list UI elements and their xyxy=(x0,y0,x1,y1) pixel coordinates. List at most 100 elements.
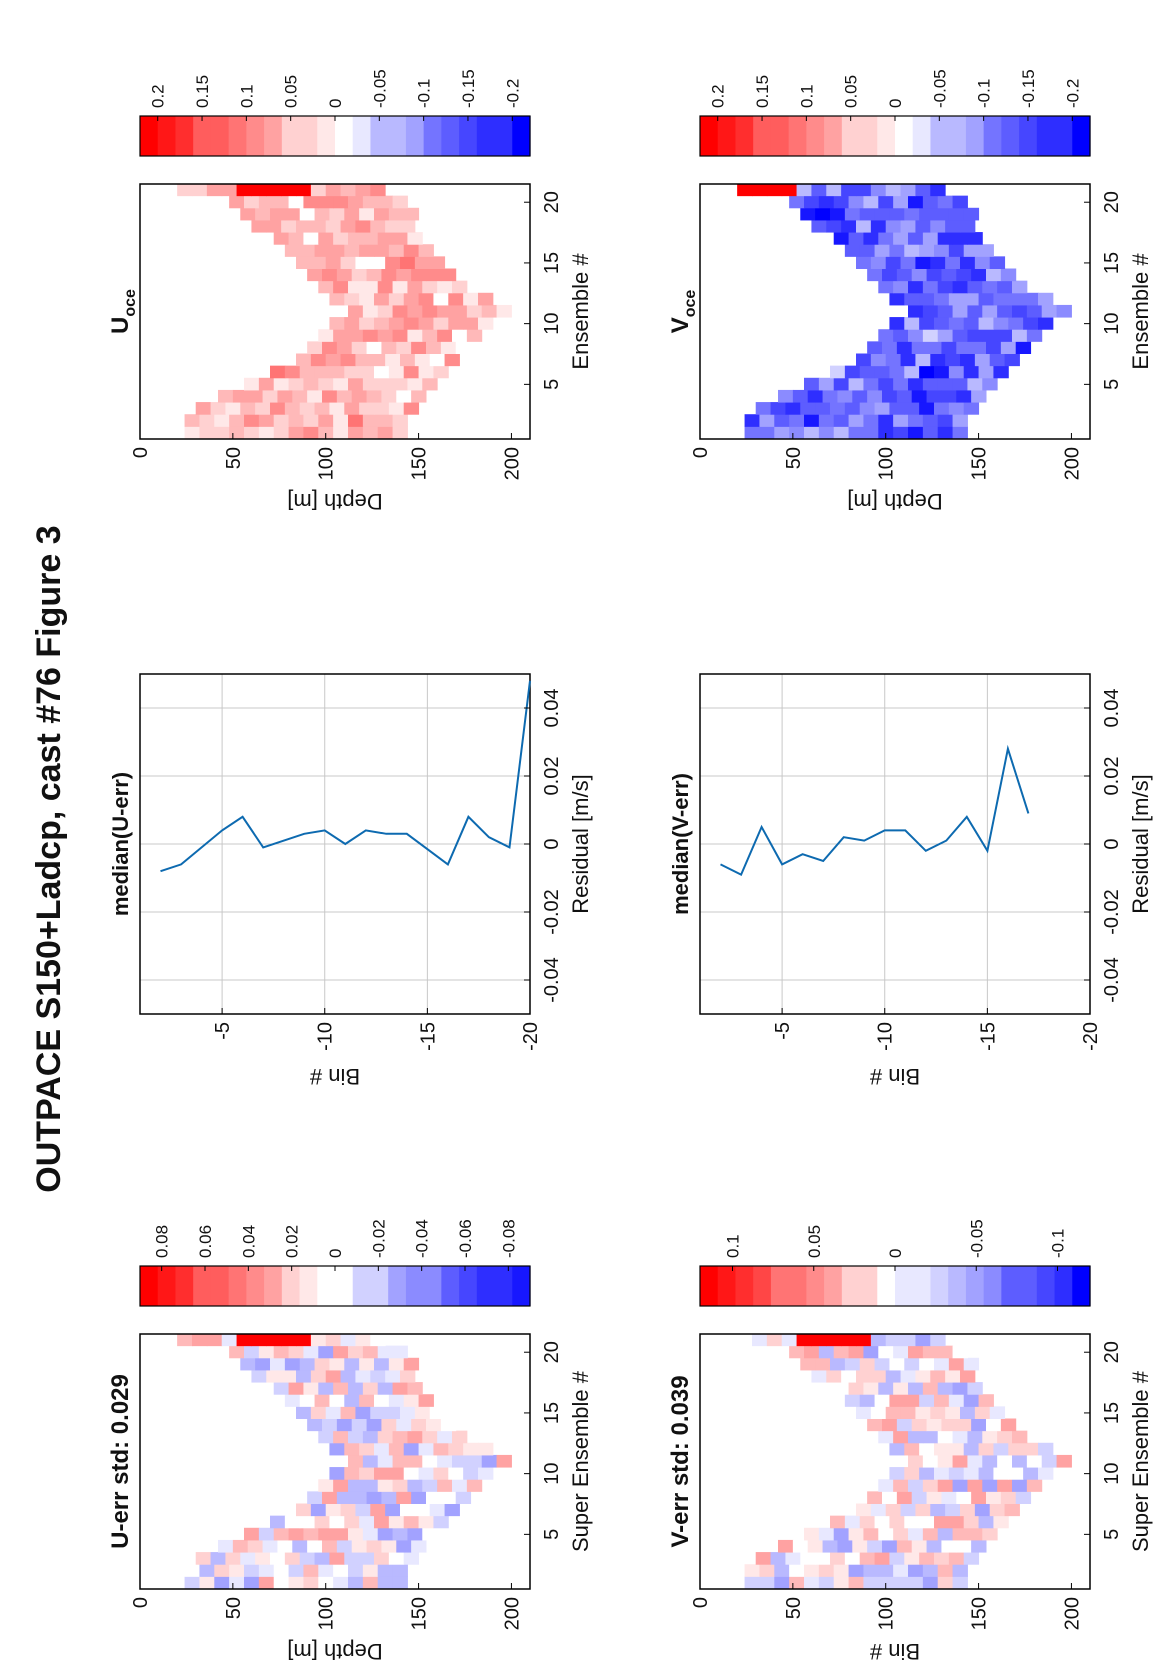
x-tick-label: 5 xyxy=(1101,1529,1123,1540)
heatmap-cell xyxy=(355,256,371,269)
heatmap-cell xyxy=(922,280,939,294)
colorbar-step xyxy=(388,116,407,156)
heatmap-cell xyxy=(303,232,319,245)
heatmap-cell xyxy=(433,317,449,330)
heatmap-cell xyxy=(1023,292,1039,306)
heatmap-cell xyxy=(281,1333,297,1347)
colorbar-step xyxy=(983,116,1002,156)
colorbar-step xyxy=(1019,116,1038,156)
heatmap-cell xyxy=(184,414,200,427)
heatmap-cell xyxy=(893,414,909,427)
heatmap-cell xyxy=(403,1515,420,1529)
heatmap-cell xyxy=(904,1394,920,1407)
heatmap-cell xyxy=(340,183,356,197)
colorbar-step xyxy=(877,116,896,156)
heatmap-cell xyxy=(896,1418,913,1432)
heatmap-cell xyxy=(414,353,431,367)
heatmap-cell xyxy=(433,1515,449,1529)
heatmap-cell xyxy=(333,280,349,294)
heatmap-cell xyxy=(296,1406,312,1419)
heatmap-cell xyxy=(967,1430,983,1444)
heatmap-cell xyxy=(407,377,423,391)
heatmap-cell xyxy=(904,1442,920,1456)
heatmap-cell xyxy=(952,1564,968,1577)
heatmap-cell xyxy=(948,292,965,306)
x-tick-label: -0.04 xyxy=(541,957,563,1003)
heatmap-cell xyxy=(422,377,438,391)
heatmap-cell xyxy=(822,1539,838,1553)
heatmap-cell xyxy=(967,377,983,391)
heatmap-cell xyxy=(452,1454,468,1468)
heatmap-cell xyxy=(922,329,939,342)
heatmap-cell xyxy=(329,1552,345,1565)
heatmap-cell xyxy=(403,1552,420,1565)
heatmap-cell xyxy=(403,1357,420,1371)
heatmap-cell xyxy=(974,353,991,367)
heatmap-cell xyxy=(930,1333,946,1347)
heatmap-cell xyxy=(937,426,954,439)
heatmap-cell xyxy=(229,1345,245,1359)
heatmap-cell xyxy=(900,1369,916,1383)
heatmap-cell xyxy=(848,1527,864,1541)
heatmap-cell xyxy=(366,389,382,403)
heatmap-cell xyxy=(774,426,790,439)
heatmap-cell xyxy=(385,1503,401,1517)
heatmap-cell xyxy=(255,207,271,221)
heatmap-cell xyxy=(937,1382,954,1395)
heatmap-cell xyxy=(288,232,304,245)
colorbar-step xyxy=(157,1266,177,1306)
heatmap-cell xyxy=(919,1357,935,1371)
heatmap-cell xyxy=(874,1394,890,1407)
heatmap-cell xyxy=(833,1527,850,1541)
heatmap-cell xyxy=(359,1467,375,1480)
heatmap-cell xyxy=(863,1564,879,1577)
heatmap-cell xyxy=(355,353,371,367)
heatmap-cell xyxy=(281,183,297,197)
x-tick-label: 5 xyxy=(541,379,563,390)
heatmap-cell xyxy=(370,1503,386,1517)
colorbar-tick-label: 0.02 xyxy=(283,1225,302,1258)
colorbar-step xyxy=(335,1266,354,1306)
heatmap-cell xyxy=(374,1357,390,1371)
heatmap-cell xyxy=(366,268,382,282)
heatmap-cell xyxy=(926,341,942,354)
heatmap-cell xyxy=(288,1576,304,1589)
heatmap-cell xyxy=(889,1515,905,1529)
heatmap-cell xyxy=(789,1576,805,1589)
heatmap-cell xyxy=(978,1394,994,1407)
heatmap-cell xyxy=(759,414,775,427)
heatmap-cell xyxy=(403,365,420,379)
heatmap-cell xyxy=(937,329,954,342)
heatmap-cell xyxy=(225,1552,241,1565)
heatmap-cell xyxy=(896,1491,913,1504)
y-tick-label: 100 xyxy=(316,447,338,480)
heatmap-cell xyxy=(381,389,397,403)
heatmap-cell xyxy=(922,1479,939,1492)
heatmap-cell xyxy=(900,1406,916,1419)
heatmap-cell xyxy=(322,1539,338,1553)
heatmap-cell xyxy=(974,1503,991,1517)
heatmap-cell xyxy=(778,1539,794,1553)
heatmap-cell xyxy=(963,402,980,415)
heatmap-cell xyxy=(284,365,301,379)
heatmap-cell xyxy=(841,1333,857,1347)
heatmap-cell xyxy=(214,1564,230,1577)
heatmap-cell xyxy=(299,365,316,379)
heatmap-cell xyxy=(392,1479,408,1492)
heatmap-cell xyxy=(971,1491,987,1504)
y-tick-label: 150 xyxy=(409,1597,431,1630)
heatmap-cell xyxy=(896,341,913,354)
colorbar-tick-label: 0.1 xyxy=(237,84,256,108)
heatmap-cell xyxy=(333,1382,349,1395)
heatmap-cell xyxy=(878,426,894,439)
heatmap-cell xyxy=(400,353,416,367)
heatmap-cell xyxy=(900,1503,916,1517)
x-tick-label: -0.02 xyxy=(541,889,563,935)
heatmap-cell xyxy=(934,207,950,221)
heatmap-cell xyxy=(478,317,494,330)
colorbar-step xyxy=(246,116,265,156)
y-tick-label: -5 xyxy=(212,1022,234,1040)
heatmap-cell xyxy=(893,377,909,391)
x-tick-label: 0 xyxy=(1101,838,1123,849)
